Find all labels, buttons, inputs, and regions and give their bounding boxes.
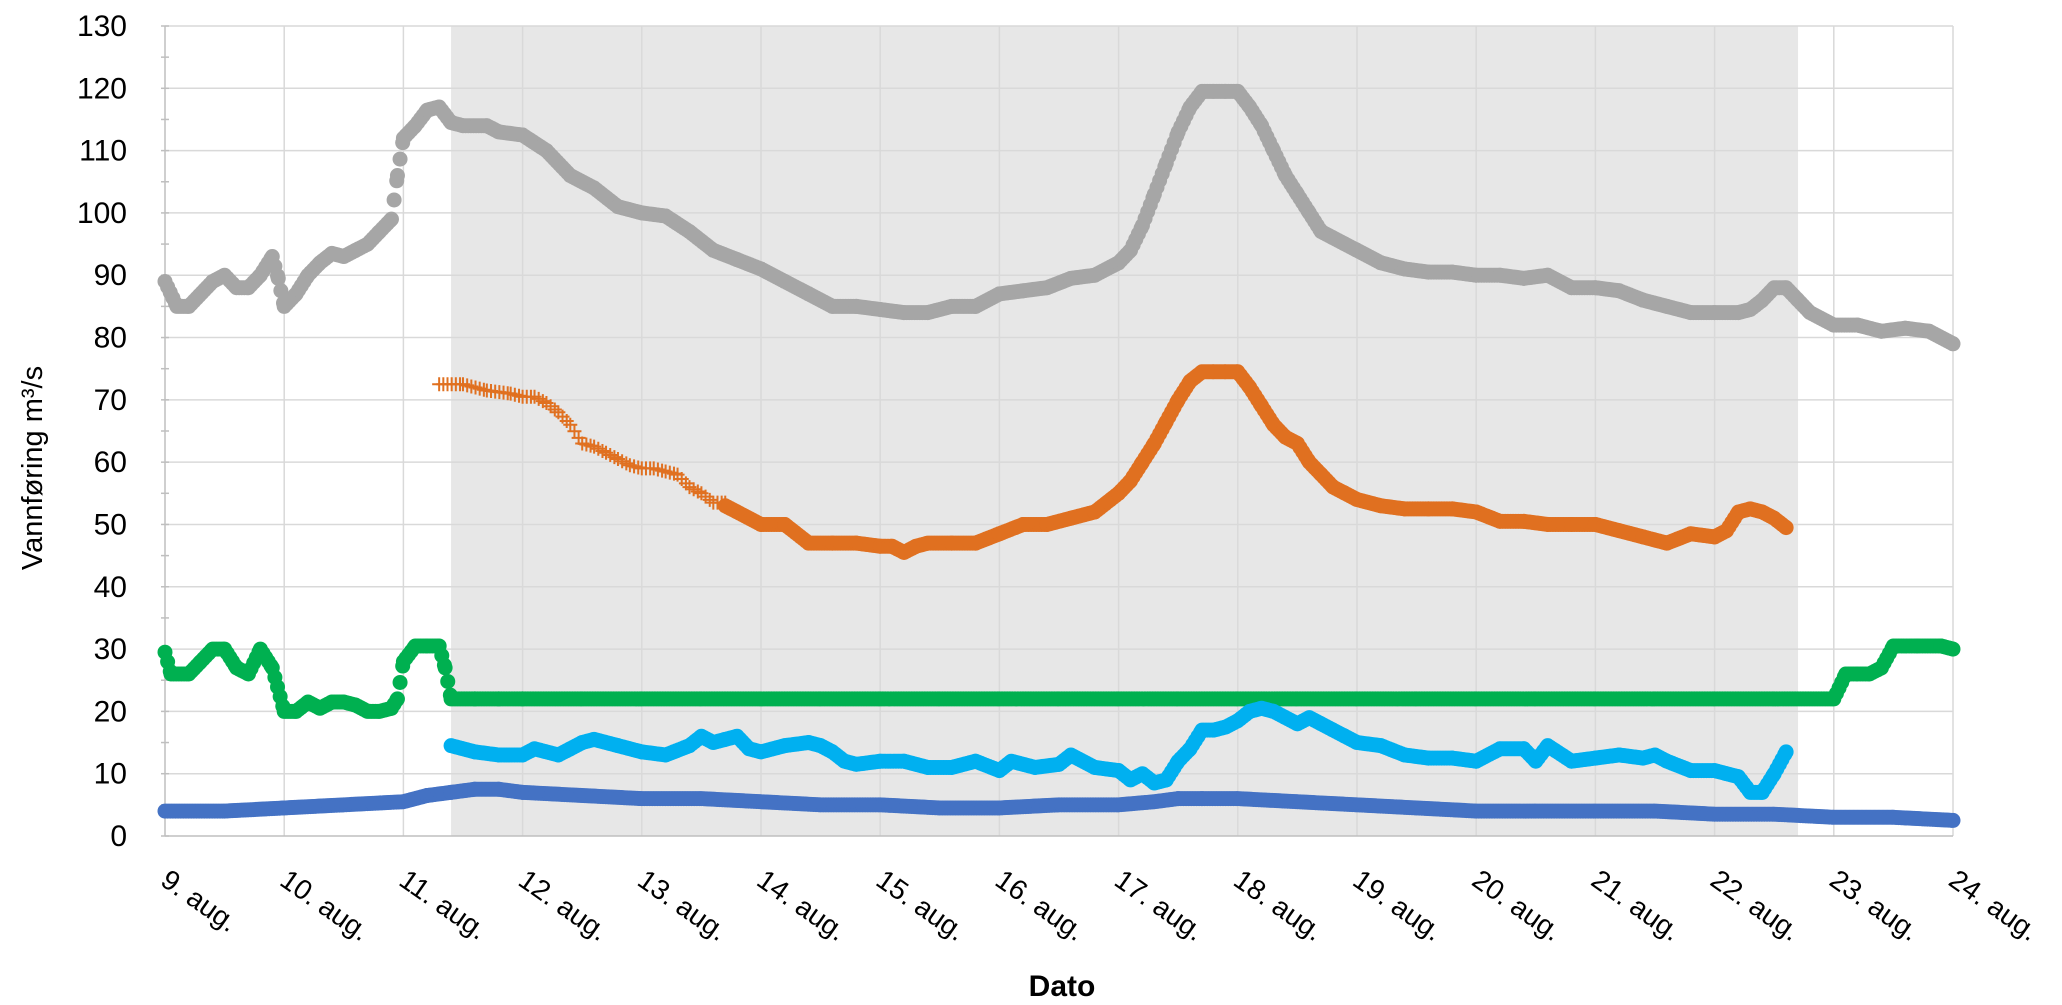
x-tick-label: 9. aug. [156,864,244,939]
y-tick-label: 10 [94,758,127,791]
series-0 [157,83,1961,352]
data-point [392,151,408,167]
x-tick-label: 19. aug. [1348,864,1449,947]
data-point [383,211,399,227]
y-tick-label: 120 [77,72,127,105]
x-tick-label: 16. aug. [990,864,1091,947]
data-point [386,192,402,208]
series-1 [432,377,733,510]
x-tick-label: 10. aug. [275,864,376,947]
data-point [690,484,705,499]
data-point [270,270,286,286]
y-tick-label: 110 [79,135,127,168]
data-point [1945,641,1961,657]
data-point [437,660,453,676]
y-tick-label: 100 [77,197,127,230]
data-point [1945,336,1961,352]
y-tick-label: 90 [94,259,127,292]
y-axis-title: Vannføring m³/s [17,366,49,570]
data-point [547,402,562,417]
data-point [389,691,405,707]
y-tick-label: 20 [94,695,127,728]
y-tick-label: 0 [110,820,127,853]
data-point [595,443,610,458]
x-tick-label: 12. aug. [513,864,614,947]
series-4 [443,700,1794,800]
x-axis-title: Dato [1029,970,1096,1003]
data-point [1945,812,1961,828]
data-point [1778,520,1794,536]
x-tick-label: 18. aug. [1228,864,1329,947]
x-tick-label: 22. aug. [1705,864,1806,947]
x-tick-labels: 9. aug. 10. aug. 11. aug. 12. aug. 13. aug. 1… [156,864,2045,947]
x-tick-label: 14. aug. [752,864,853,947]
x-tick-label: 21. aug. [1586,864,1687,947]
data-point [702,492,717,507]
series-3 [157,638,1961,719]
data-point [619,456,634,471]
series-5 [157,781,1961,828]
x-tick-label: 17. aug. [1109,864,1210,947]
x-tick-label: 23. aug. [1824,864,1925,947]
x-tick-label: 24. aug. [1944,864,2045,947]
x-tick-label: 13. aug. [632,864,733,947]
y-tick-label: 30 [94,633,127,666]
y-tick-labels: 0 10 20 30 40 50 60 70 80 90 100 110 120 130 [77,10,127,853]
y-tick-label: 40 [94,571,127,604]
data-point [392,674,408,690]
series-2 [717,364,1794,560]
data-series [157,83,1961,828]
x-tick-label: 11. aug. [394,864,493,946]
data-point [535,394,550,409]
data-point [607,450,622,465]
y-tick-label: 50 [94,508,127,541]
y-tick-label: 130 [77,10,127,43]
data-point [389,168,405,184]
data-point [1778,744,1794,760]
data-point [440,673,456,689]
x-tick-label: 20. aug. [1467,864,1568,947]
y-tick-label: 70 [94,384,127,417]
data-point [273,283,289,299]
x-tick-label: 15. aug. [871,864,972,947]
y-tick-label: 80 [94,322,127,355]
y-tick-label: 60 [94,446,127,479]
